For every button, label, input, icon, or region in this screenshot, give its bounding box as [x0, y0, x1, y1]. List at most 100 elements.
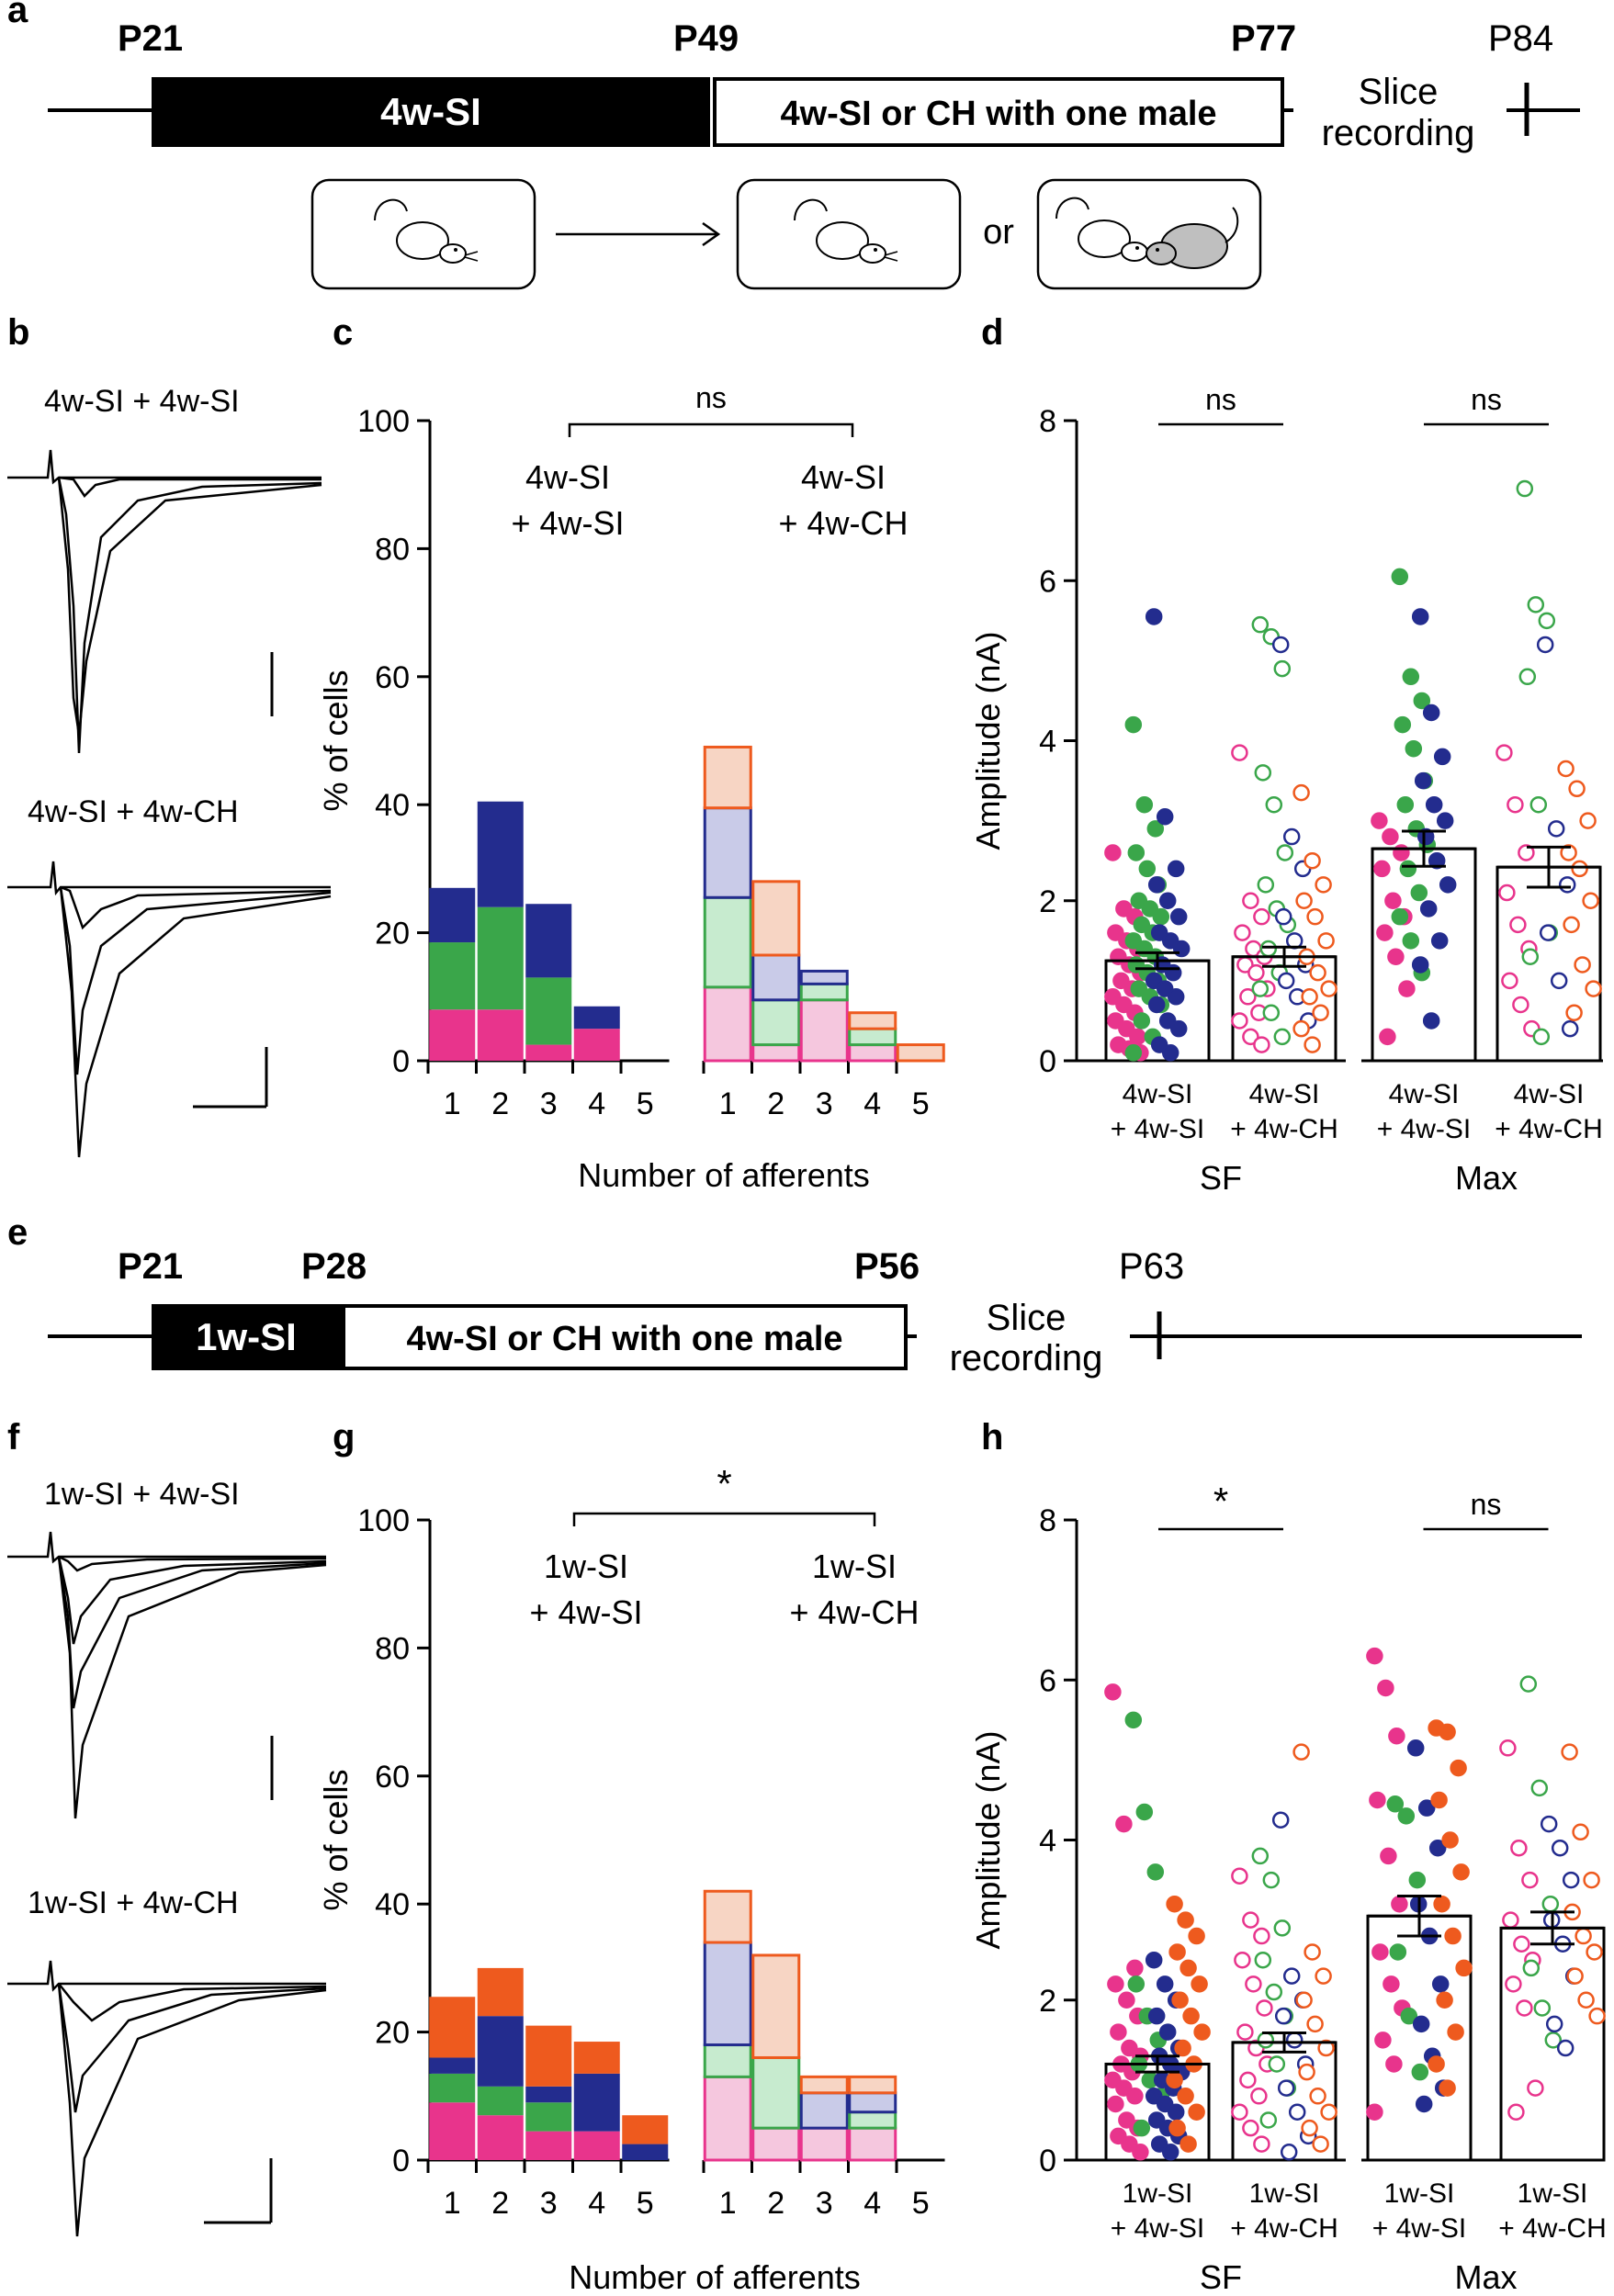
- data-point-green: [1124, 932, 1143, 950]
- data-point-orange: [1301, 988, 1318, 1006]
- timepoint-p84: P84: [1488, 18, 1553, 59]
- data-point-magenta: [1379, 1028, 1396, 1046]
- panel-b: b 4w-SI + 4w-SI 4w-SI + 4w-CH: [7, 312, 332, 1158]
- bar-segment-orange: [799, 2075, 849, 2095]
- data-point-orange: [1166, 2071, 1183, 2089]
- category-label: 4w-SI: [1514, 1079, 1585, 1109]
- significance-label: *: [1213, 1480, 1228, 1523]
- data-point-magenta: [1239, 988, 1257, 1006]
- group-label: + 4w-CH: [778, 504, 908, 542]
- data-point-navy: [1282, 1967, 1301, 1985]
- y-axis-label: Amplitude (nA): [969, 1730, 1007, 1949]
- x-tick-label: 2: [767, 1086, 784, 1121]
- data-point-green: [1124, 1044, 1143, 1062]
- data-point-orange: [1561, 1743, 1578, 1761]
- data-point-navy: [1280, 2144, 1298, 2161]
- y-tick-label: 8: [1039, 1503, 1056, 1538]
- data-point-magenta: [1369, 1791, 1386, 1809]
- data-point-navy: [1430, 932, 1449, 950]
- y-tick-label: 20: [375, 917, 410, 951]
- bar-segment-orange: [477, 1967, 524, 2017]
- cage-isolated-2: [736, 178, 962, 290]
- data-point-navy: [1545, 2015, 1563, 2033]
- data-point-orange: [1577, 1991, 1595, 2009]
- category-label: 1w-SI: [1123, 2178, 1193, 2209]
- data-point-green: [1133, 916, 1151, 934]
- timeline-box-isolation: [152, 77, 710, 147]
- epsc-traces-top: [7, 1531, 327, 1819]
- data-point-magenta: [1507, 795, 1524, 814]
- data-point-orange: [1439, 2079, 1456, 2097]
- category-label: + 4w-CH: [1495, 1114, 1603, 1144]
- data-point-navy: [1271, 636, 1290, 654]
- data-point-navy: [1156, 2095, 1174, 2113]
- box-label-isolation: 4w-SI: [380, 90, 481, 133]
- panel-letter-d: d: [981, 312, 1003, 353]
- y-tick-label: 6: [1039, 564, 1056, 599]
- significance-label: ns: [1471, 1488, 1502, 1521]
- data-point-magenta: [1112, 972, 1130, 990]
- data-point-navy: [1561, 1019, 1579, 1038]
- x-tick-label: 4: [588, 1086, 605, 1121]
- data-point-magenta: [1242, 892, 1259, 909]
- data-point-navy: [1415, 2095, 1433, 2113]
- data-point-green: [1133, 2119, 1151, 2137]
- data-point-orange: [1315, 1967, 1332, 1985]
- data-point-green: [1276, 844, 1294, 861]
- cage-isolated: [310, 178, 536, 290]
- data-point-orange: [1295, 892, 1313, 909]
- data-point-navy: [1425, 795, 1443, 814]
- group-label: Max: [1455, 1159, 1518, 1197]
- bar-segment-magenta: [429, 2102, 476, 2160]
- data-point-orange: [1450, 1759, 1467, 1777]
- data-point-orange: [1292, 783, 1310, 802]
- bar-segment-green: [799, 982, 849, 1002]
- bar-segment-magenta: [848, 1043, 897, 1063]
- panel-a: a P21 P49 P77 P84 4w-SI 4w-SI or CH with…: [7, 0, 1580, 290]
- data-point-navy: [1161, 1044, 1179, 1062]
- y-tick-label: 60: [375, 1760, 410, 1795]
- data-point-orange: [1428, 2055, 1445, 2073]
- category-label: 1w-SI: [1384, 2178, 1455, 2209]
- data-point-orange: [1315, 876, 1332, 894]
- data-point-green: [1413, 692, 1431, 710]
- bar-segment-orange: [848, 1011, 897, 1030]
- data-point-navy: [1158, 2023, 1177, 2041]
- category-label: + 4w-CH: [1498, 2213, 1607, 2244]
- data-point-magenta: [1242, 1028, 1259, 1046]
- data-point-orange: [1312, 1004, 1329, 1021]
- data-point-navy: [1150, 2135, 1168, 2153]
- bar-segment-magenta: [525, 2131, 572, 2160]
- data-point-orange: [1571, 860, 1588, 878]
- data-point-green: [1259, 940, 1278, 958]
- category-label: 1w-SI: [1249, 2178, 1320, 2209]
- data-point-orange: [1177, 2088, 1194, 2105]
- data-point-magenta: [1510, 1839, 1528, 1857]
- x-tick-label: 4: [863, 2186, 881, 2221]
- data-point-orange: [1455, 1959, 1473, 1977]
- data-point-magenta: [1126, 2088, 1144, 2105]
- data-point-magenta: [1132, 2144, 1149, 2161]
- bar-segment-navy: [477, 2016, 524, 2087]
- data-point-navy: [1539, 924, 1557, 941]
- data-point-magenta: [1382, 827, 1399, 846]
- data-point-magenta: [1253, 1927, 1270, 1945]
- data-point-green: [1402, 668, 1420, 686]
- data-point-magenta: [1115, 900, 1133, 917]
- bar-segment-orange: [622, 2115, 669, 2144]
- y-tick-label: 20: [375, 2016, 410, 2051]
- timepoint-p49: P49: [673, 18, 739, 59]
- data-point-green: [1402, 932, 1420, 950]
- slice-label-2: recording: [1322, 113, 1475, 153]
- data-point-magenta: [1495, 744, 1513, 761]
- group-label: 1w-SI: [812, 1548, 897, 1585]
- data-point-green: [1518, 668, 1537, 686]
- data-point-orange: [1193, 2023, 1211, 2041]
- data-point-orange: [1295, 1991, 1313, 2009]
- data-point-magenta: [1234, 1951, 1251, 1969]
- data-point-green: [1259, 2111, 1278, 2129]
- x-tick-label: 5: [912, 2186, 930, 2221]
- data-point-navy: [1433, 748, 1451, 766]
- panel-h: h 0 2 4 6 8 Amplitude (nA) 1w-SI + 4w-SI 1w-SI + …: [969, 1417, 1607, 2296]
